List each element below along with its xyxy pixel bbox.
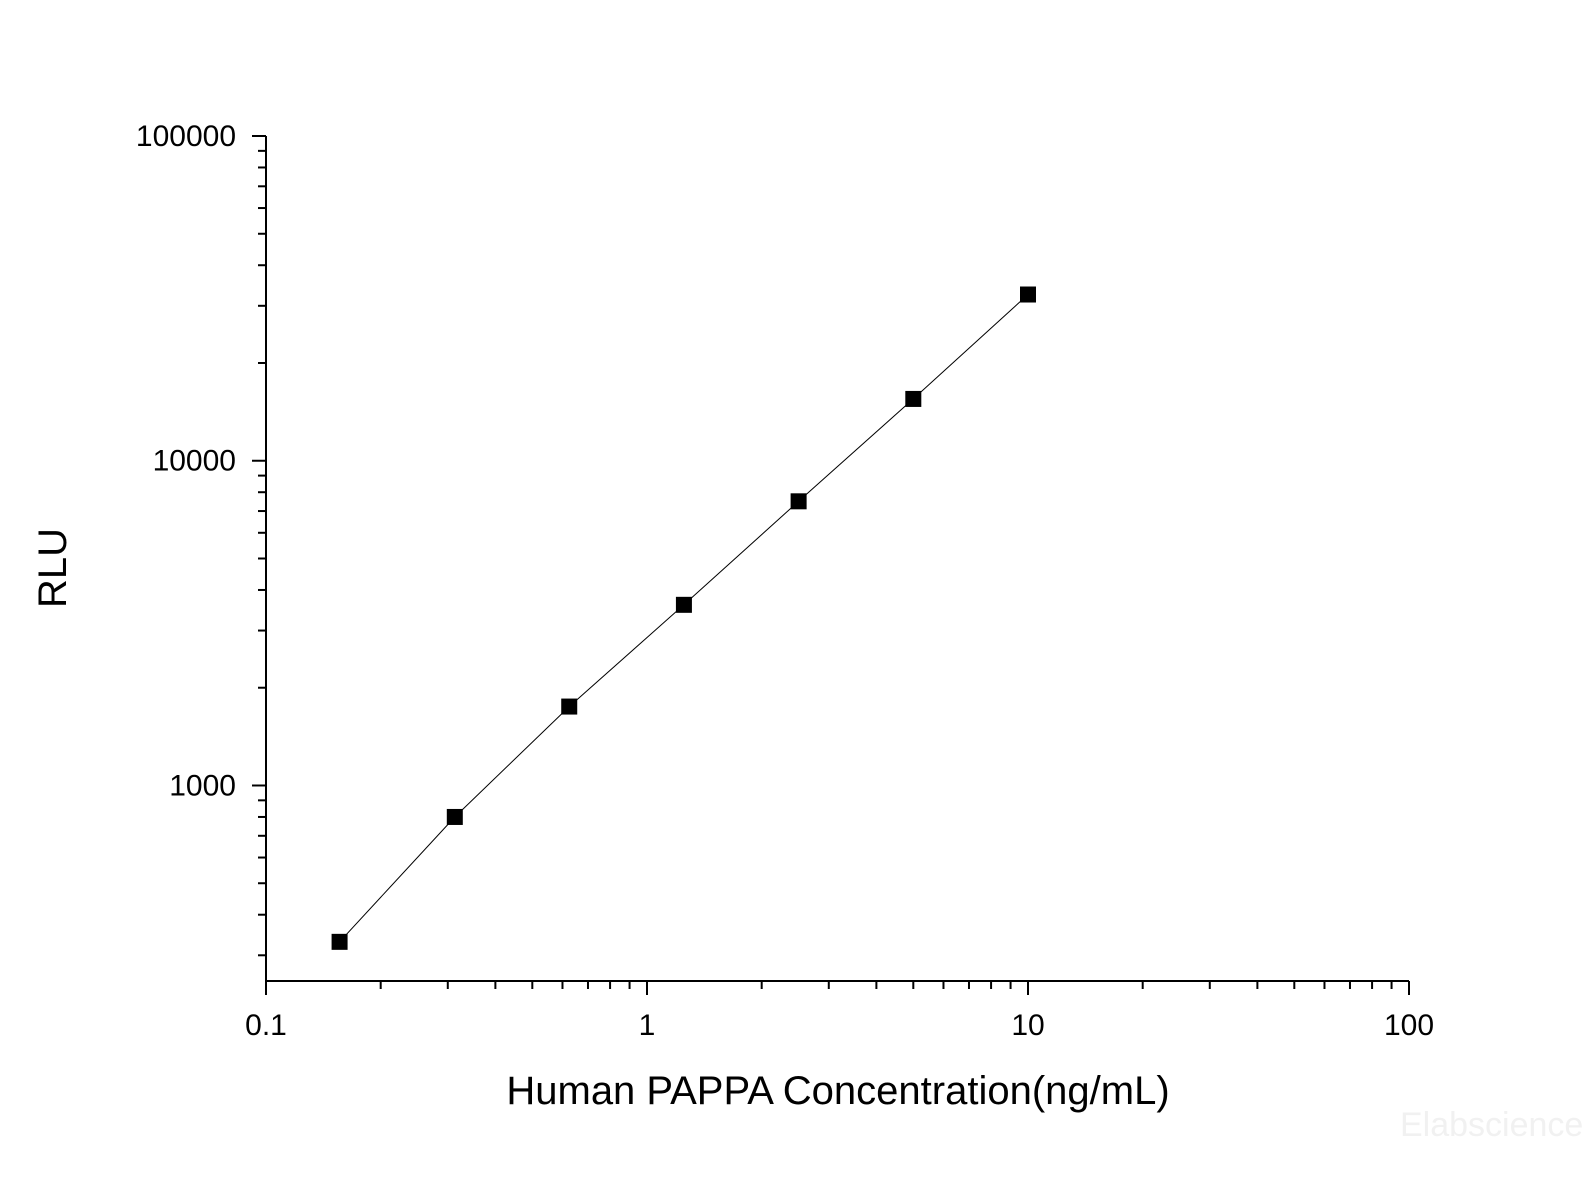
x-tick-label: 0.1	[245, 1009, 287, 1042]
x-tick-label: 1	[639, 1009, 656, 1042]
watermark-text: Elabscience	[1400, 1106, 1583, 1144]
fit-line-group	[339, 294, 1029, 943]
y-tick-label: 10000	[153, 445, 236, 478]
data-point	[561, 698, 578, 715]
data-point	[331, 933, 348, 950]
data-point	[790, 493, 807, 510]
axes	[265, 136, 1409, 982]
axis-ticks: 0.1 1 10 100 1000 10000 100000	[136, 120, 1434, 1042]
y-tick-label: 1000	[169, 769, 236, 802]
data-points	[331, 286, 1036, 950]
data-point	[905, 390, 922, 407]
y-tick-label: 100000	[136, 120, 236, 153]
fit-line	[339, 294, 1029, 943]
data-point	[1020, 286, 1036, 303]
data-point	[446, 808, 463, 825]
data-point	[675, 596, 692, 613]
x-tick-label: 10	[1011, 1009, 1044, 1042]
x-tick-label: 100	[1384, 1009, 1434, 1042]
y-axis-title: RLU	[31, 528, 75, 608]
x-axis-title: Human PAPPA Concentration(ng/mL)	[506, 1069, 1169, 1113]
